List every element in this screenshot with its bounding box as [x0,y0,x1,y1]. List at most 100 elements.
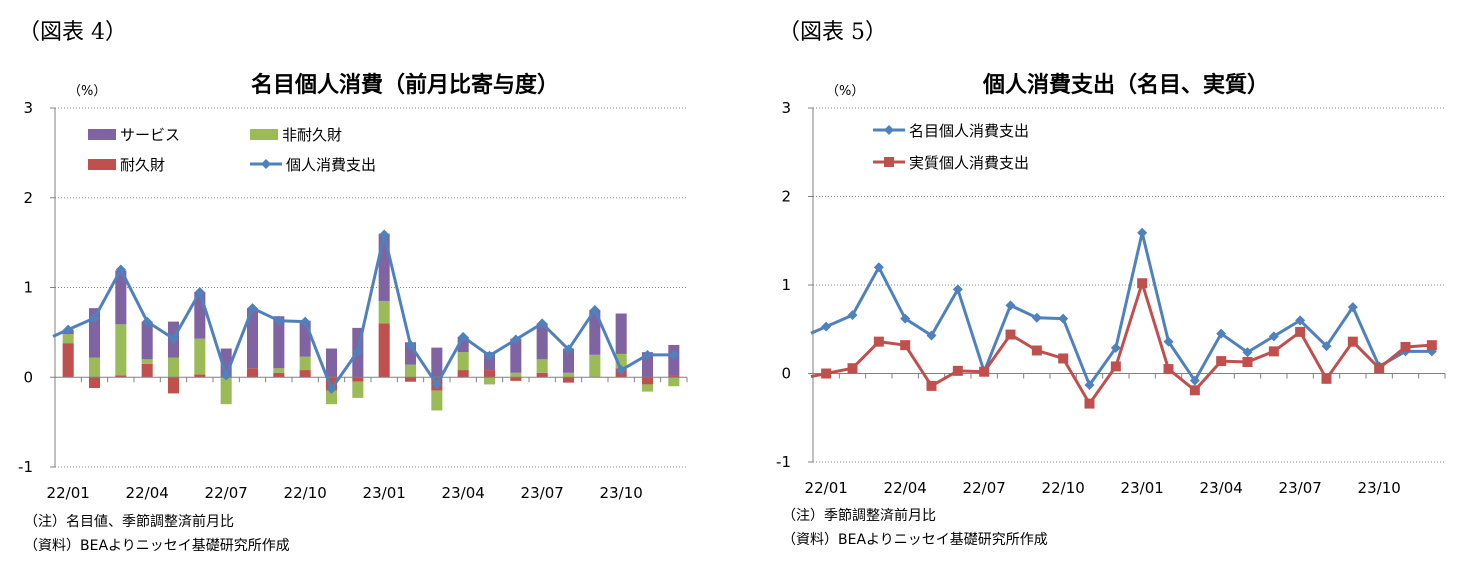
chart1-xtick-label: 22/04 [126,484,169,502]
chart2-legend-label: 名目個人消費支出 [909,122,1029,140]
chart1-bar [378,233,390,301]
chart1-bar [457,336,469,353]
chart1-bar [483,352,496,371]
chart1-bar [273,316,285,369]
chart1-bar [404,377,417,382]
chart2-point [1031,345,1042,356]
chart1-bar [246,368,259,378]
chart2-point [1110,361,1121,372]
chart2-ylabel: （%） [826,84,864,99]
chart2-xtick-label: 22/07 [963,479,1006,497]
chart1-legend-swatch [88,129,116,140]
chart2-point [1110,342,1121,353]
chart1-bar [246,308,259,369]
chart1-legend-swatch [250,129,278,140]
chart1-point [405,339,416,350]
chart1-bar [615,353,627,369]
chart2-point [926,330,937,341]
chart2-point [1031,312,1042,323]
chart1-point [115,264,126,275]
chart1-bar [352,381,364,398]
chart2-point [1084,380,1095,391]
chart2-point [821,321,832,332]
chart1-point [431,379,442,390]
chart1-bar [457,352,469,371]
chart1-bar [589,354,601,378]
chart1-ytick-label: 0 [23,368,33,386]
figure-label-5: （図表 5） [778,20,887,45]
chart1-bar [299,370,311,378]
chart2-ytick-label: -1 [776,453,791,471]
chart1-legend-label: 非耐久財 [282,126,342,144]
chart2-ytick-label: 1 [781,276,791,294]
chart1-xtick-label: 23/10 [600,484,643,502]
chart2-point [1163,364,1174,375]
chart2-xtick-label: 23/07 [1279,479,1322,497]
chart1-bar [431,390,443,411]
chart1-bar [641,384,654,392]
chart1-bar [273,368,285,373]
chart1-bar [562,377,575,383]
chart1-point [352,346,363,357]
chart2-point [821,368,832,379]
chart1-xtick-label: 22/01 [47,484,90,502]
chart1-bar [299,320,311,357]
chart2-point [1295,326,1306,337]
chart1-bar [641,352,654,378]
chart2-point [979,366,990,377]
chart1-xtick-label: 23/01 [363,484,406,502]
chart2-point [1347,302,1358,313]
chart1-bar [141,321,153,360]
chart1-point [589,304,600,315]
chart1-bar [510,338,522,373]
chart2-point [1426,340,1437,351]
chart2-title: 個人消費支出（名目、実質） [982,72,1269,98]
chart1-point [221,370,232,381]
chart2-point [1058,313,1069,324]
chart1-bar [378,323,390,378]
chart1-bar [194,374,206,378]
chart1-bar [167,357,180,378]
chart1-point [510,334,521,345]
chart1-ytick-label: 2 [23,189,33,207]
chart2-point [1268,331,1279,342]
figure-label-4: （図表 4） [18,20,127,45]
chart1-xtick-label: 22/07 [205,484,248,502]
chart2-legend-label: 実質個人消費支出 [909,154,1029,172]
chart1-point [616,365,627,376]
chart1-ytick-label: 1 [23,279,33,297]
chart1-bar [325,390,338,405]
chart1-legend-label: サービス [120,126,180,144]
chart1-bar [536,359,548,373]
chart2-xtick-label: 23/10 [1358,479,1401,497]
chart1-bar [62,334,74,344]
chart1-bar [325,348,338,378]
chart1-source: （資料）BEAよりニッセイ基礎研究所作成 [24,538,290,554]
chart1-bar [273,372,285,378]
chart1-bar [88,308,101,358]
chart1-bar [141,359,153,364]
chart1-bar [194,291,206,339]
chart2-point [1400,341,1411,352]
chart1-point [194,286,205,297]
chart2-point [926,380,937,391]
chart1-point [484,350,495,361]
chart2-ytick-label: 3 [781,99,791,117]
chart1-bar [88,377,101,389]
chart2-xtick-label: 22/10 [1042,479,1085,497]
chart1-ytick-label: 3 [23,99,33,117]
chart1-bar [404,342,417,365]
chart1-bar [88,357,101,378]
chart1-bar [562,348,575,373]
chart1-bar [167,377,180,394]
chart1-legend-label: 個人消費支出 [286,156,376,174]
chart2-point [952,284,963,295]
chart2-xtick-label: 23/04 [1200,479,1243,497]
chart1-bar [536,323,548,360]
chart2-point [1374,363,1385,374]
chart1-bar [115,375,127,378]
chart1-point [89,313,100,324]
chart1-point [168,333,179,344]
chart1-bar [562,372,575,378]
